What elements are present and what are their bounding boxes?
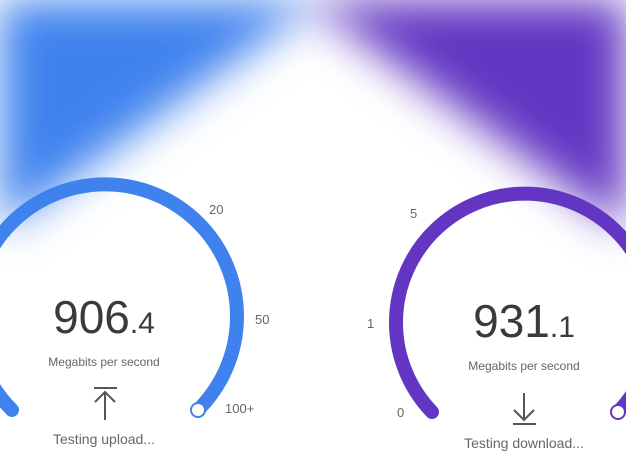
download-tick-1: 1 <box>367 316 375 331</box>
upload-speed-integer: 906 <box>53 291 130 343</box>
download-status: Testing download... <box>464 435 584 451</box>
download-speed-integer: 931 <box>473 295 550 347</box>
upload-status: Testing upload... <box>53 431 155 447</box>
upload-arrow-icon <box>94 387 117 420</box>
download-tick-0: 0 <box>397 405 405 420</box>
download-speed-value: 931.1 <box>473 294 575 348</box>
upload-speed-value: 906.4 <box>53 290 155 344</box>
download-gauge-needle-dot <box>610 404 626 420</box>
upload-tick-20: 20 <box>209 202 224 217</box>
upload-gauge-arc <box>0 177 244 417</box>
upload-unit-label: Megabits per second <box>48 355 160 369</box>
download-arrow-icon <box>513 393 536 425</box>
download-gauge-arc <box>389 186 626 419</box>
download-unit-label: Megabits per second <box>468 359 580 373</box>
upload-tick-100: 100+ <box>225 401 255 416</box>
upload-speed-decimal: .4 <box>129 307 155 340</box>
upload-gauge-needle-dot <box>190 402 206 418</box>
download-speed-decimal: .1 <box>549 311 575 344</box>
download-tick-5: 5 <box>410 206 418 221</box>
upload-tick-50: 50 <box>255 312 270 327</box>
